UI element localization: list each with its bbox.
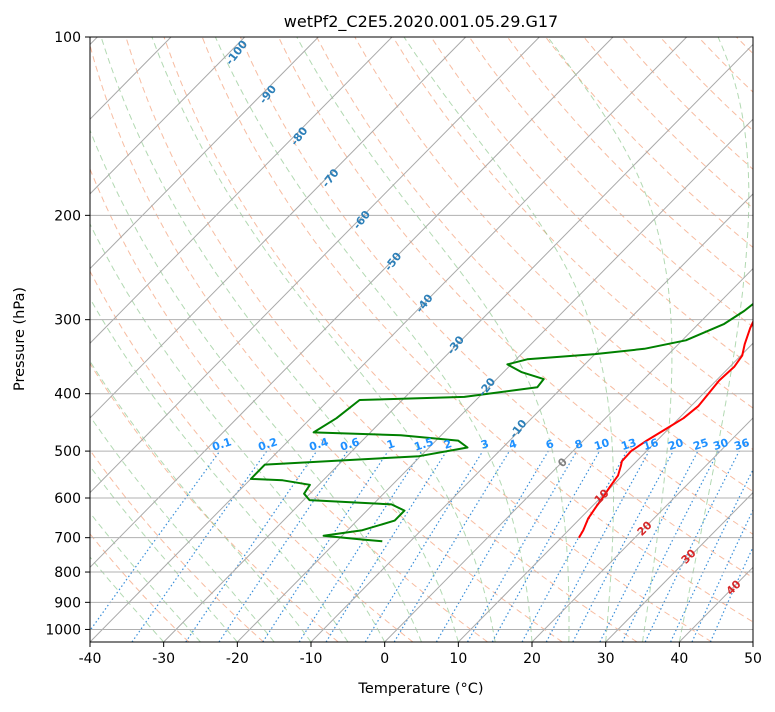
y-tick-label: 600: [54, 491, 81, 507]
x-tick-label: 0: [380, 651, 389, 667]
y-tick-label: 1000: [45, 622, 81, 638]
x-tick-label: 30: [597, 651, 615, 667]
y-axis-label: Pressure (hPa): [12, 287, 28, 391]
x-tick-label: -20: [226, 651, 249, 667]
x-tick-label: 50: [744, 651, 762, 667]
y-tick-label: 200: [54, 208, 81, 224]
x-tick-label: 20: [523, 651, 541, 667]
x-tick-label: -30: [152, 651, 175, 667]
y-tick-label: 100: [54, 30, 81, 46]
x-axis-label: Temperature (°C): [357, 681, 483, 697]
x-tick-label: -40: [79, 651, 102, 667]
y-tick-label: 500: [54, 444, 81, 460]
x-tick-label: 10: [449, 651, 467, 667]
y-tick-label: 400: [54, 387, 81, 403]
y-tick-label: 700: [54, 531, 81, 547]
x-tick-label: -10: [300, 651, 323, 667]
y-tick-label: 300: [54, 313, 81, 329]
y-tick-label: 800: [54, 565, 81, 581]
x-tick-label: 40: [670, 651, 688, 667]
chart-title: wetPf2_C2E5.2020.001.05.29.G17: [284, 12, 558, 32]
y-tick-label: 900: [54, 595, 81, 611]
